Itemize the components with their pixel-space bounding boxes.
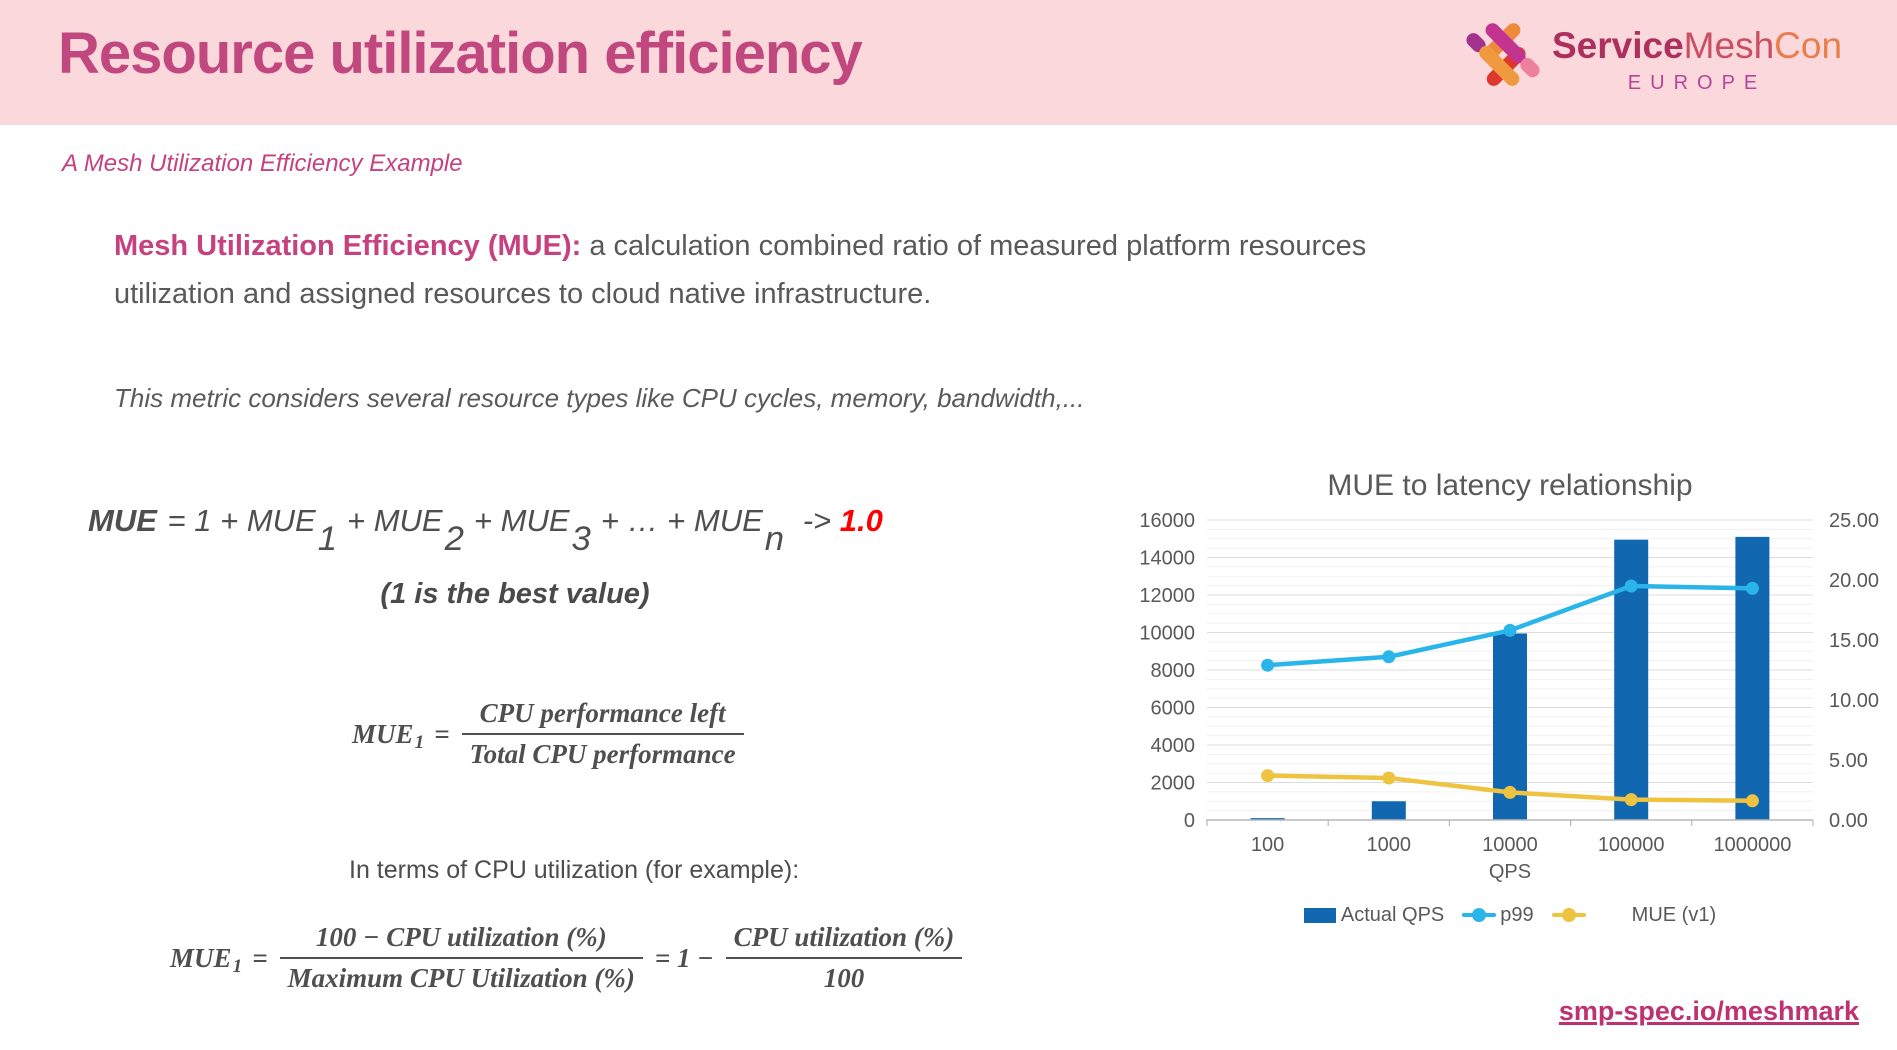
svg-text:25.00: 25.00 xyxy=(1829,510,1879,532)
intro-line1: Mesh Utilization Efficiency (MUE): a cal… xyxy=(114,222,1674,270)
logo-word-service: Service xyxy=(1552,25,1684,66)
svg-text:14000: 14000 xyxy=(1139,548,1195,570)
legend-marker xyxy=(1303,907,1336,923)
fraction: 100 − CPU utilization (%) Maximum CPU Uti… xyxy=(279,922,643,994)
logo-text: ServiceMeshCon EUROPE xyxy=(1552,26,1842,95)
logo-word-con: Con xyxy=(1774,25,1843,66)
legend-label: MUE (v1) xyxy=(1631,903,1717,926)
intro-lead: Mesh Utilization Efficiency (MUE): xyxy=(114,230,582,262)
axis-labels: 0 2000 4000 6000 8000 10000 12000 14000 16000 0.0… xyxy=(1139,510,1879,883)
logo-region-label: EUROPE xyxy=(1627,72,1767,94)
logo-wordmark: ServiceMeshCon xyxy=(1552,26,1842,66)
svg-text:100: 100 xyxy=(1251,834,1284,856)
svg-text:1000: 1000 xyxy=(1367,834,1412,856)
svg-text:10.00: 10.00 xyxy=(1829,690,1879,712)
legend-label: Actual QPS xyxy=(1340,903,1445,926)
header-band xyxy=(0,0,1897,125)
fraction: CPU performance left Total CPU performanc… xyxy=(461,698,744,770)
fraction: CPU utilization (%) 100 xyxy=(725,922,963,994)
intro-line1-rest: a calculation combined ratio of measured… xyxy=(581,230,1367,262)
svg-text:15.00: 15.00 xyxy=(1829,630,1879,652)
svg-text:10000: 10000 xyxy=(1482,834,1538,856)
svg-text:MUE to latency relationship: MUE to latency relationship xyxy=(1327,469,1692,502)
series-MUE (v1) xyxy=(1261,769,1759,808)
meshmark-link[interactable]: smp-spec.io/meshmark xyxy=(1558,996,1859,1026)
svg-text:100000: 100000 xyxy=(1598,834,1665,856)
logo-word-mesh: Mesh xyxy=(1683,25,1775,66)
legend-item-actual-qps: Actual QPS xyxy=(1303,903,1445,927)
svg-text:0: 0 xyxy=(1184,810,1195,832)
svg-text:6000: 6000 xyxy=(1151,698,1196,720)
mue1-definition-formula: MUE 1 = CPU performance left Total CPU perfo… xyxy=(352,698,752,770)
mue-sum-caption: (1 is the best value) xyxy=(380,578,650,610)
svg-text:8000: 8000 xyxy=(1151,660,1196,682)
svg-text:10000: 10000 xyxy=(1139,623,1195,645)
servicemeshcon-logo-icon xyxy=(1466,23,1540,86)
intro-paragraph: Mesh Utilization Efficiency (MUE): a cal… xyxy=(114,222,1674,318)
legend-label: p99 xyxy=(1500,903,1534,926)
svg-text:4000: 4000 xyxy=(1151,735,1196,757)
svg-text:16000: 16000 xyxy=(1139,510,1195,532)
svg-text:QPS: QPS xyxy=(1489,861,1531,883)
chart-canvas: 0 2000 4000 6000 8000 10000 12000 14000 16000 0.0… xyxy=(1139,469,1879,883)
svg-text:0.00: 0.00 xyxy=(1829,810,1868,832)
page-title: Resource utilization efficiency xyxy=(58,21,863,86)
legend-marker xyxy=(1551,912,1586,918)
chart-legend: Actual QPS p99 MUE (v1) xyxy=(1207,900,1813,930)
legend-marker xyxy=(1462,912,1497,918)
svg-text:12000: 12000 xyxy=(1139,585,1195,607)
legend-item-mue-v1-: MUE (v1) xyxy=(1551,903,1717,927)
svg-text:20.00: 20.00 xyxy=(1829,570,1879,592)
cpu-utilization-intro: In terms of CPU utilization (for example… xyxy=(349,856,800,884)
mue-latency-chart: 0 2000 4000 6000 8000 10000 12000 14000 16000 0.0… xyxy=(1128,455,1897,935)
series-p99 xyxy=(1261,579,1759,672)
mue-sum-formula: MUE = 1 + MUE1 + MUE2 + MUE3 + … + MUEn -> … xyxy=(88,503,883,559)
legend-item-p99: p99 xyxy=(1462,903,1534,927)
intro-line2: utilization and assigned resources to cl… xyxy=(114,278,932,310)
slide-subtitle: A Mesh Utilization Efficiency Example xyxy=(62,150,463,177)
mue1-cpu-formula: MUE 1 = 100 − CPU utilization (%) Maximum CP… xyxy=(170,922,970,994)
svg-text:1000000: 1000000 xyxy=(1713,834,1791,856)
svg-text:2000: 2000 xyxy=(1151,773,1196,795)
servicemeshcon-logo: ServiceMeshCon EUROPE xyxy=(1462,8,1842,100)
metric-note: This metric considers several resource t… xyxy=(114,383,1085,413)
svg-text:5.00: 5.00 xyxy=(1829,750,1868,772)
